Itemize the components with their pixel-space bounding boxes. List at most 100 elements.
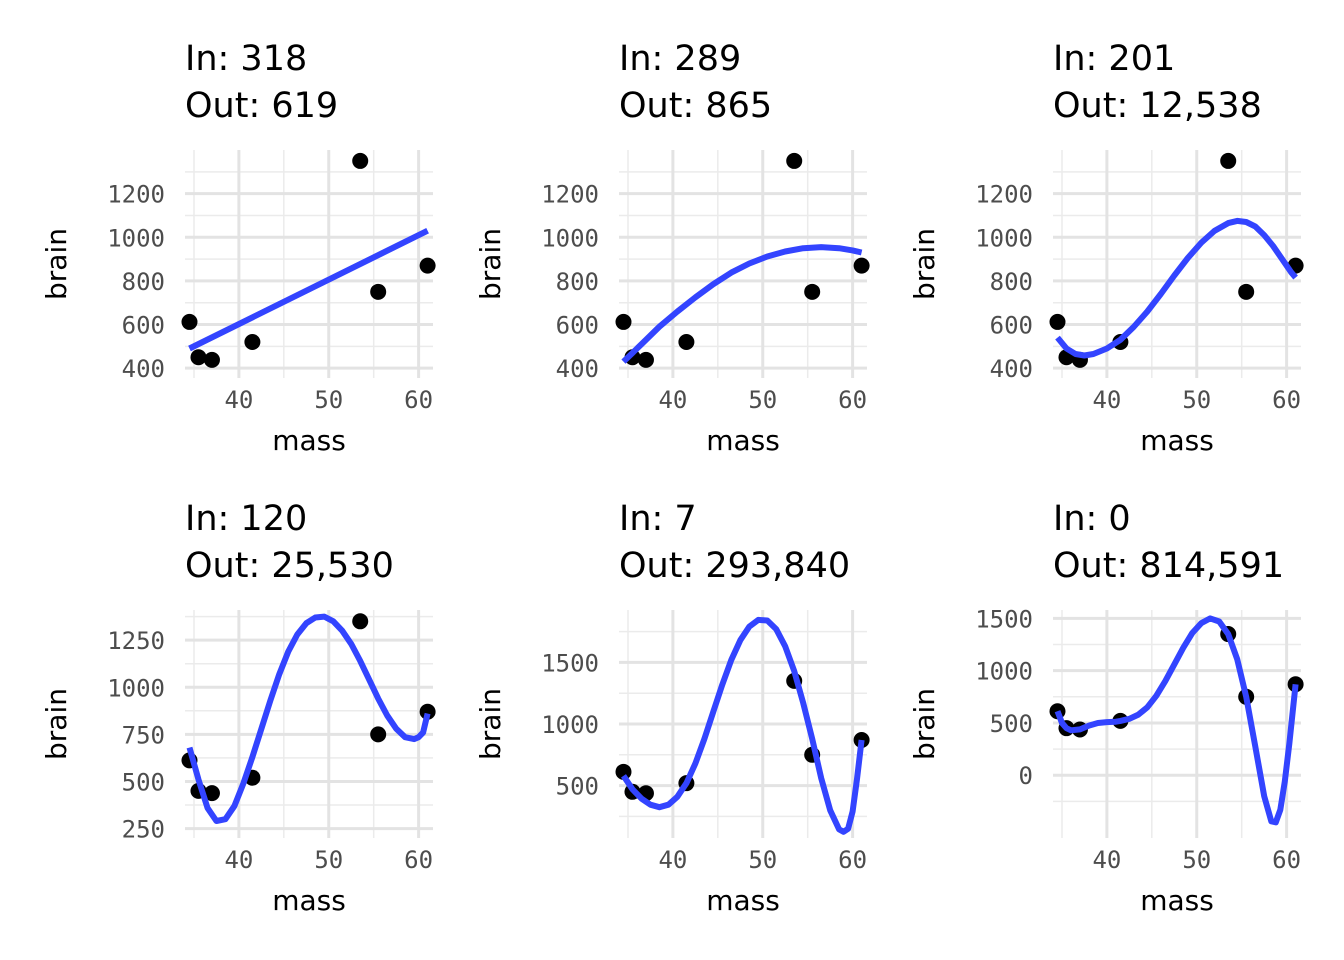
title-out: Out: 865 xyxy=(619,86,773,126)
x-tick-label: 60 xyxy=(1272,386,1301,414)
title-in: In: 120 xyxy=(185,499,308,539)
fit-line xyxy=(1055,217,1298,359)
x-tick-label: 50 xyxy=(314,386,343,414)
data-point xyxy=(1287,676,1304,693)
y-tick-label: 1200 xyxy=(541,181,599,209)
x-tick-label: 40 xyxy=(1092,846,1121,874)
y-tick-label: 600 xyxy=(556,312,599,340)
x-tick-label: 50 xyxy=(748,846,777,874)
y-tick-label: 1500 xyxy=(975,605,1033,633)
title-in: In: 318 xyxy=(185,39,308,79)
y-tick-label: 500 xyxy=(990,710,1033,738)
plot-1: 40 50 60 400 600 800 1000 1200 mass brain xyxy=(40,150,436,457)
y-axis-title: brain xyxy=(474,688,507,760)
data-point xyxy=(352,613,369,630)
fit-line xyxy=(188,228,429,352)
data-point xyxy=(637,351,654,368)
panel-3: In: 201 Out: 12,538 40 50 60 400 600 800 1000 1… xyxy=(868,0,1304,460)
panel-2: In: 289 Out: 865 40 50 60 400 600 800 1000 1200… xyxy=(434,0,870,460)
x-tick-label: 50 xyxy=(314,846,343,874)
panel-1: In: 318 Out: 619 40 50 60 400 600 800 1000 1200… xyxy=(0,0,436,460)
y-tick-label: 400 xyxy=(556,355,599,383)
data-point xyxy=(370,726,387,743)
y-tick-label: 250 xyxy=(122,816,165,844)
data-point xyxy=(1220,152,1237,169)
panel-6: In: 0 Out: 814,591 40 50 60 0 500 1000 1500 mas… xyxy=(868,460,1304,920)
data-point xyxy=(786,152,803,169)
x-tick-label: 40 xyxy=(224,386,253,414)
y-tick-label: 1000 xyxy=(541,711,599,739)
x-tick-label: 60 xyxy=(404,386,433,414)
data-point xyxy=(853,257,870,274)
title-in: In: 7 xyxy=(619,499,697,539)
y-tick-label: 1000 xyxy=(107,674,165,702)
title-in: In: 201 xyxy=(1053,39,1176,79)
data-point xyxy=(678,334,695,350)
x-axis-title: mass xyxy=(272,884,346,917)
title-in: In: 0 xyxy=(1053,499,1131,539)
data-point xyxy=(804,283,821,300)
plot-5: 40 50 60 500 1000 1500 mass brain xyxy=(474,610,870,917)
data-point xyxy=(190,349,207,366)
fit-line xyxy=(186,613,431,824)
panel-title: In: 0 Out: 814,591 xyxy=(1053,496,1284,590)
y-tick-label: 400 xyxy=(990,355,1033,383)
y-tick-label: 1200 xyxy=(107,181,165,209)
x-axis-title: mass xyxy=(1140,884,1214,917)
y-tick-label: 600 xyxy=(990,312,1033,340)
data-point xyxy=(370,283,387,300)
data-point xyxy=(181,313,198,330)
data-point xyxy=(615,763,632,780)
x-tick-label: 60 xyxy=(838,846,867,874)
x-tick-label: 40 xyxy=(658,846,687,874)
data-point xyxy=(1238,283,1255,300)
y-tick-label: 600 xyxy=(122,312,165,340)
x-tick-label: 60 xyxy=(838,386,867,414)
data-point xyxy=(615,313,632,330)
panel-5: In: 7 Out: 293,840 40 50 60 500 1000 1500 mass… xyxy=(434,460,870,920)
data-point xyxy=(419,257,436,274)
y-tick-label: 1000 xyxy=(975,658,1033,686)
plot-6: 40 50 60 0 500 1000 1500 mass brain xyxy=(908,605,1304,917)
y-axis-title: brain xyxy=(908,228,941,300)
y-tick-label: 500 xyxy=(556,773,599,801)
y-tick-label: 0 xyxy=(1019,762,1033,790)
panel-title: In: 201 Out: 12,538 xyxy=(1053,36,1262,130)
x-axis-title: mass xyxy=(706,884,780,917)
y-axis-title: brain xyxy=(40,228,73,300)
title-out: Out: 619 xyxy=(185,86,339,126)
y-tick-label: 1000 xyxy=(541,224,599,252)
panel-title: In: 120 Out: 25,530 xyxy=(185,496,394,590)
x-tick-label: 60 xyxy=(1272,846,1301,874)
y-tick-label: 800 xyxy=(556,268,599,296)
y-tick-label: 1200 xyxy=(975,181,1033,209)
y-tick-label: 500 xyxy=(122,768,165,796)
y-tick-label: 1000 xyxy=(107,224,165,252)
y-axis-title: brain xyxy=(908,688,941,760)
y-axis-title: brain xyxy=(40,688,73,760)
data-point xyxy=(352,152,369,169)
data-point xyxy=(1049,313,1066,330)
y-tick-label: 1000 xyxy=(975,224,1033,252)
plot-4: 40 50 60 250 500 750 1000 1250 mass brain xyxy=(40,610,436,917)
y-axis-title: brain xyxy=(474,228,507,300)
fit-line xyxy=(1054,615,1299,826)
x-tick-label: 40 xyxy=(224,846,253,874)
data-point xyxy=(203,351,220,368)
y-tick-label: 800 xyxy=(122,268,165,296)
panel-title: In: 7 Out: 293,840 xyxy=(619,496,850,590)
title-in: In: 289 xyxy=(619,39,742,79)
y-tick-label: 400 xyxy=(122,355,165,383)
panel-title: In: 318 Out: 619 xyxy=(185,36,338,130)
data-point xyxy=(203,785,220,802)
x-tick-label: 50 xyxy=(1182,846,1211,874)
plot-2: 40 50 60 400 600 800 1000 1200 mass brain xyxy=(474,150,870,457)
title-out: Out: 293,840 xyxy=(619,546,851,586)
panel-4: In: 120 Out: 25,530 40 50 60 250 500 750 1000 1… xyxy=(0,460,436,920)
x-axis-title: mass xyxy=(706,424,780,457)
x-tick-label: 50 xyxy=(1182,386,1211,414)
y-tick-label: 1250 xyxy=(107,627,165,655)
plot-3: 40 50 60 400 600 800 1000 1200 mass brain xyxy=(908,150,1304,457)
y-tick-label: 750 xyxy=(122,721,165,749)
